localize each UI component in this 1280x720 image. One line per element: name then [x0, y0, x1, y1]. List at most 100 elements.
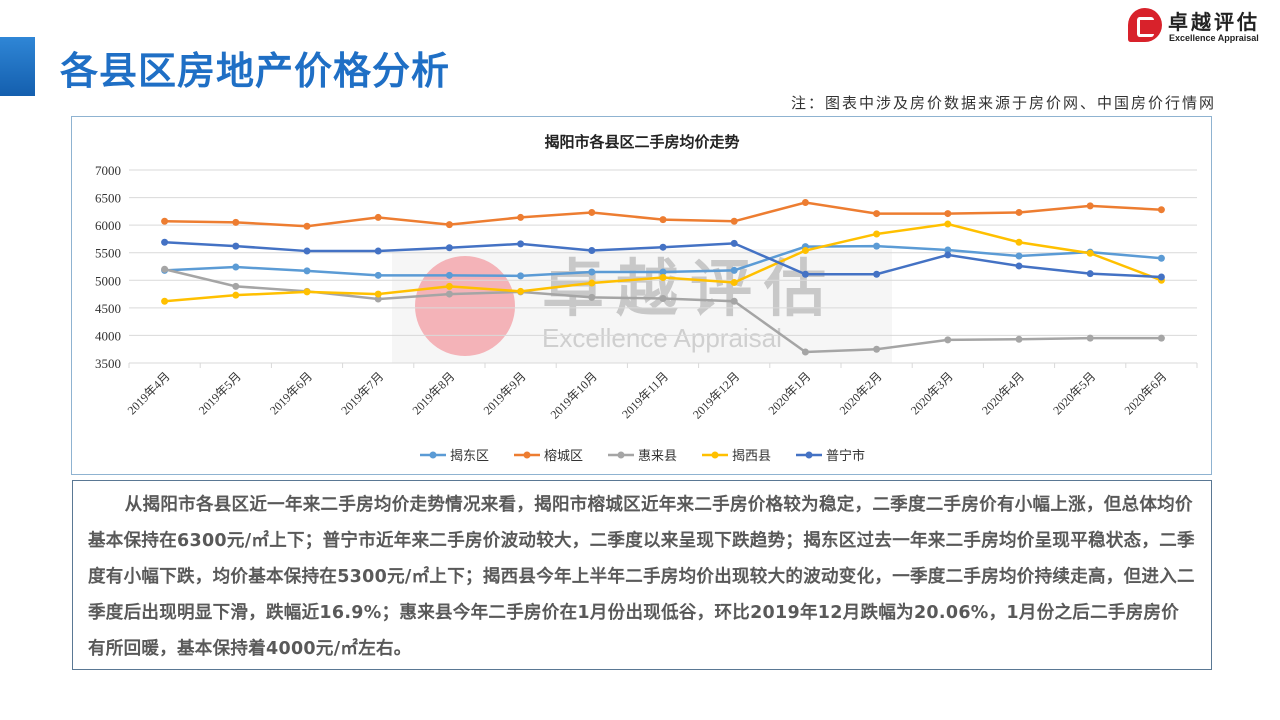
- legend-label: 普宁市: [826, 448, 865, 464]
- legend-marker: [805, 451, 813, 459]
- data-point: [1015, 208, 1023, 216]
- legend-marker: [429, 451, 437, 459]
- data-point: [232, 291, 240, 299]
- data-point: [1015, 335, 1023, 343]
- data-point: [659, 268, 667, 276]
- data-point: [445, 282, 453, 290]
- data-point: [873, 230, 881, 238]
- data-point: [659, 243, 667, 251]
- data-point: [588, 247, 596, 255]
- data-point: [1015, 238, 1023, 246]
- x-tick-label: 2019年11月: [619, 369, 671, 421]
- chart-container: 卓越评估 Excellence Appraisal 揭阳市各县区二手房均价走势 350…: [71, 116, 1212, 475]
- summary-text: 从揭阳市各县区近一年来二手房均价走势情况来看，揭阳市榕城区近年来二手房价格较为稳…: [88, 495, 1195, 659]
- data-point: [1157, 254, 1165, 262]
- y-tick-label: 5000: [95, 273, 121, 288]
- legend-label: 揭西县: [732, 449, 771, 464]
- logo-text-en: Excellence Appraisal: [1169, 33, 1259, 43]
- data-point: [944, 251, 952, 259]
- data-point: [374, 271, 382, 279]
- x-tick-label: 2019年5月: [196, 369, 244, 417]
- x-tick-label: 2019年7月: [338, 369, 386, 417]
- data-point: [588, 268, 596, 276]
- data-point: [588, 279, 596, 287]
- data-point: [232, 218, 240, 226]
- data-point: [161, 238, 169, 246]
- data-point: [944, 210, 952, 218]
- x-tick-label: 2019年6月: [267, 369, 315, 417]
- data-point: [730, 266, 738, 274]
- data-point: [1015, 262, 1023, 270]
- watermark-logo-icon: [415, 256, 515, 356]
- data-point: [303, 222, 311, 230]
- x-tick-label: 2020年5月: [1050, 369, 1098, 417]
- y-tick-label: 5500: [95, 246, 121, 261]
- data-point: [1086, 270, 1094, 278]
- x-tick-label: 2020年6月: [1121, 369, 1169, 417]
- data-point: [730, 217, 738, 225]
- logo-icon: [1128, 8, 1162, 42]
- data-point: [730, 239, 738, 247]
- data-point: [517, 287, 525, 295]
- data-point: [161, 265, 169, 273]
- x-tick-label: 2020年4月: [979, 369, 1027, 417]
- data-point: [801, 247, 809, 255]
- legend-label: 揭东区: [450, 449, 489, 464]
- watermark-text-cn: 卓越评估: [542, 252, 838, 325]
- data-point: [1086, 202, 1094, 210]
- data-point: [944, 246, 952, 254]
- logo-text-cn: 卓越评估: [1168, 10, 1260, 34]
- data-point: [445, 271, 453, 279]
- data-point: [232, 263, 240, 271]
- data-point: [801, 348, 809, 356]
- data-point: [374, 247, 382, 255]
- data-point: [232, 242, 240, 250]
- data-point: [232, 282, 240, 290]
- legend-marker: [711, 451, 719, 459]
- data-point: [374, 295, 382, 303]
- y-tick-label: 4500: [95, 301, 121, 316]
- chart-title: 揭阳市各县区二手房均价走势: [544, 133, 739, 151]
- y-tick-label: 6000: [95, 218, 121, 233]
- data-point: [659, 294, 667, 302]
- summary-box: 从揭阳市各县区近一年来二手房均价走势情况来看，揭阳市榕城区近年来二手房价格较为稳…: [72, 480, 1212, 670]
- data-point: [588, 208, 596, 216]
- y-tick-label: 7000: [95, 163, 121, 178]
- x-tick-label: 2019年10月: [548, 369, 600, 421]
- data-source-note: 注：图表中涉及房价数据来源于房价网、中国房价行情网: [790, 94, 1216, 112]
- data-point: [873, 345, 881, 353]
- data-point: [944, 336, 952, 344]
- title-accent-bar: [0, 37, 35, 96]
- data-point: [445, 221, 453, 229]
- data-point: [801, 270, 809, 278]
- data-point: [445, 290, 453, 298]
- data-point: [1157, 334, 1165, 342]
- x-tick-label: 2019年9月: [481, 369, 529, 417]
- data-point: [517, 240, 525, 248]
- data-point: [659, 216, 667, 224]
- data-point: [659, 274, 667, 282]
- data-point: [873, 210, 881, 218]
- y-tick-label: 6500: [95, 191, 121, 206]
- data-point: [730, 297, 738, 305]
- data-point: [730, 278, 738, 286]
- legend-marker: [523, 451, 531, 459]
- watermark-text-en: Excellence Appraisal: [542, 323, 782, 353]
- data-point: [1015, 252, 1023, 260]
- legend-label: 惠来县: [638, 449, 677, 464]
- data-point: [303, 267, 311, 275]
- x-tick-label: 2020年1月: [765, 369, 813, 417]
- data-point: [303, 247, 311, 255]
- data-point: [873, 242, 881, 250]
- x-tick-label: 2020年3月: [908, 369, 956, 417]
- data-point: [588, 293, 596, 301]
- x-tick-label: 2019年4月: [125, 369, 173, 417]
- data-point: [161, 297, 169, 305]
- y-tick-label: 4000: [95, 328, 121, 343]
- data-point: [801, 199, 809, 207]
- x-tick-label: 2020年2月: [837, 369, 885, 417]
- data-point: [374, 290, 382, 298]
- data-point: [944, 220, 952, 228]
- x-tick-label: 2019年12月: [690, 369, 742, 421]
